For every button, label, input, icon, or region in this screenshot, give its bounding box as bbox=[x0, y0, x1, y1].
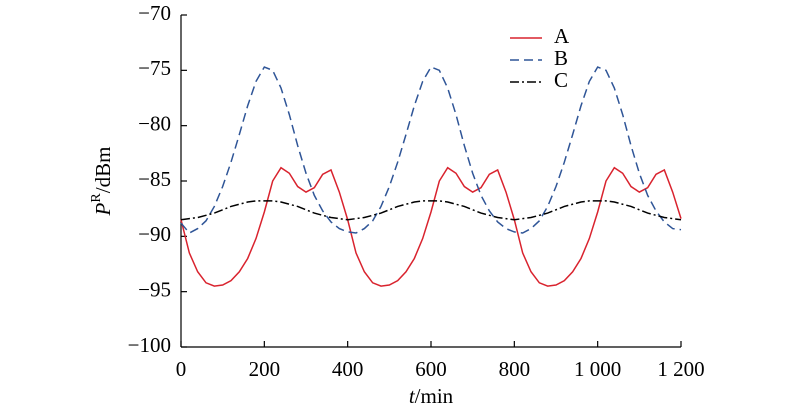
legend-label: B bbox=[554, 46, 568, 70]
x-tick-label: 400 bbox=[332, 357, 364, 381]
y-axis-label: PR/dBm bbox=[89, 147, 115, 217]
x-label-rest: /min bbox=[415, 384, 454, 408]
y-tick-label: −100 bbox=[128, 333, 171, 357]
y-label-rest: /dBm bbox=[91, 147, 115, 194]
y-tick-label: −75 bbox=[138, 56, 171, 80]
y-tick-label: −70 bbox=[138, 1, 171, 25]
y-tick-label: −85 bbox=[138, 167, 171, 191]
legend-label: A bbox=[554, 24, 570, 48]
y-tick-label: −95 bbox=[138, 277, 171, 301]
x-tick-label: 600 bbox=[415, 357, 447, 381]
x-tick-label: 200 bbox=[249, 357, 281, 381]
y-label-italic: P bbox=[91, 202, 115, 216]
line-2 bbox=[180, 200, 682, 221]
x-tick-label: 0 bbox=[176, 357, 187, 381]
y-tick-label: −80 bbox=[138, 111, 171, 135]
y-tick-label: −90 bbox=[138, 222, 171, 246]
line-0 bbox=[180, 166, 682, 287]
y-label-sup: R bbox=[89, 193, 104, 203]
x-tick-label: 800 bbox=[499, 357, 531, 381]
line-1 bbox=[180, 66, 682, 234]
x-tick-label: 1 000 bbox=[574, 357, 621, 381]
x-axis-label: t/min bbox=[409, 384, 454, 408]
x-label-italic: t bbox=[409, 384, 416, 408]
x-tick-label: 1 200 bbox=[657, 357, 704, 381]
legend-label: C bbox=[554, 68, 568, 92]
